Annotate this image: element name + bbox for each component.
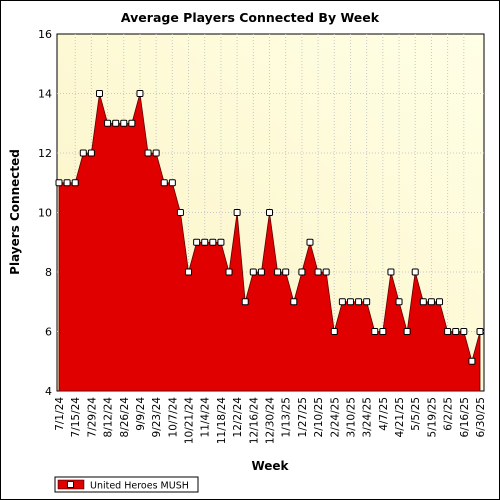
x-axis-label: Week <box>251 459 289 473</box>
data-point <box>411 268 419 276</box>
y-tick-label: 12 <box>38 147 52 160</box>
x-tick-label: 3/10/25 <box>345 397 357 437</box>
data-point <box>136 90 144 97</box>
data-point <box>168 179 176 187</box>
data-point <box>290 298 298 306</box>
x-tick-label: 9/9/24 <box>135 397 147 431</box>
data-point <box>468 357 476 365</box>
legend-box <box>54 476 199 493</box>
x-tick-label: 4/7/25 <box>378 397 390 431</box>
y-tick-label: 14 <box>38 88 52 101</box>
data-point <box>355 298 363 306</box>
y-tick-label: 16 <box>38 28 52 41</box>
data-point <box>128 119 136 127</box>
data-point <box>427 298 435 306</box>
x-tick-label: 6/16/25 <box>459 397 471 437</box>
data-point <box>225 268 233 276</box>
y-tick-label: 6 <box>45 326 52 339</box>
x-tick-label: 1/27/25 <box>297 397 309 437</box>
data-point <box>79 149 87 157</box>
x-tick-label: 3/24/25 <box>362 397 374 437</box>
data-point <box>403 328 411 335</box>
data-point <box>419 298 427 306</box>
data-point <box>185 268 193 276</box>
x-tick-label: 12/16/24 <box>248 397 260 444</box>
x-tick-label: 6/2/25 <box>443 397 455 431</box>
x-tick-label: 4/21/25 <box>394 397 406 437</box>
data-point <box>104 119 112 127</box>
x-tick-label: 11/18/24 <box>216 397 228 444</box>
y-tick-label: 10 <box>38 207 52 220</box>
data-point <box>233 209 241 216</box>
data-point <box>241 298 249 306</box>
data-point <box>338 298 346 306</box>
x-tick-label: 6/30/25 <box>475 397 487 437</box>
data-point <box>363 298 371 306</box>
x-tick-label: 2/10/25 <box>313 397 325 437</box>
data-point <box>209 238 217 246</box>
x-tick-label: 1/13/25 <box>281 397 293 437</box>
data-point <box>87 149 95 157</box>
x-tick-label: 12/2/24 <box>232 397 244 438</box>
x-tick-labels: 7/1/24 7/15/24 7/29/24 8/12/24 8/26/24 9/9/24… <box>54 397 487 444</box>
x-tick-label: 7/1/24 <box>54 397 66 431</box>
x-tick-label: 5/19/25 <box>426 397 438 437</box>
data-point <box>257 268 265 276</box>
y-tick-label: 8 <box>45 266 52 279</box>
data-point <box>395 298 403 306</box>
data-point <box>379 328 387 335</box>
data-point <box>249 268 257 276</box>
data-point <box>314 268 322 276</box>
x-tick-label: 10/21/24 <box>184 397 196 444</box>
y-tick-label: 4 <box>45 385 52 398</box>
x-tick-label: 10/7/24 <box>167 397 179 438</box>
data-point <box>201 238 209 246</box>
data-point <box>120 119 128 127</box>
data-point <box>274 268 282 276</box>
y-axis-label: Players Connected <box>8 149 22 275</box>
data-point <box>55 179 63 187</box>
data-point <box>160 179 168 187</box>
x-tick-label: 11/4/24 <box>200 397 212 438</box>
x-tick-label: 8/12/24 <box>103 397 115 438</box>
data-point <box>330 328 338 335</box>
data-point <box>217 238 225 246</box>
x-tick-label: 7/15/24 <box>70 397 82 438</box>
x-tick-label: 12/30/24 <box>265 397 277 444</box>
data-point <box>176 209 184 216</box>
data-point <box>193 238 201 246</box>
data-point <box>322 268 330 276</box>
legend-label: United Heroes MUSH <box>90 481 189 492</box>
data-point <box>371 328 379 335</box>
legend-marker <box>67 481 74 488</box>
data-point <box>71 179 79 187</box>
data-point <box>298 268 306 276</box>
x-tick-label: 2/24/25 <box>329 397 341 437</box>
data-point <box>476 328 484 335</box>
x-tick-label: 8/26/24 <box>119 397 131 438</box>
data-point <box>436 298 444 306</box>
series-points-layer <box>55 90 484 365</box>
data-point <box>460 328 468 335</box>
x-tick-label: 9/23/24 <box>151 397 163 438</box>
data-point <box>444 328 452 335</box>
data-point <box>95 90 103 97</box>
x-tick-label: 7/29/24 <box>86 397 98 438</box>
legend: United Heroes MUSH <box>54 476 199 493</box>
data-point <box>63 179 71 187</box>
data-point <box>282 268 290 276</box>
data-point <box>152 149 160 157</box>
y-tick-labels: 4 6 8 10 12 14 16 <box>38 28 52 398</box>
data-point <box>112 119 120 127</box>
data-point <box>346 298 354 306</box>
data-point <box>387 268 395 276</box>
data-point <box>144 149 152 157</box>
data-point <box>306 238 314 246</box>
data-point <box>266 209 273 216</box>
chart-title: Average Players Connected By Week <box>121 10 380 25</box>
x-tick-label: 5/5/25 <box>410 397 422 431</box>
data-point <box>452 328 460 335</box>
